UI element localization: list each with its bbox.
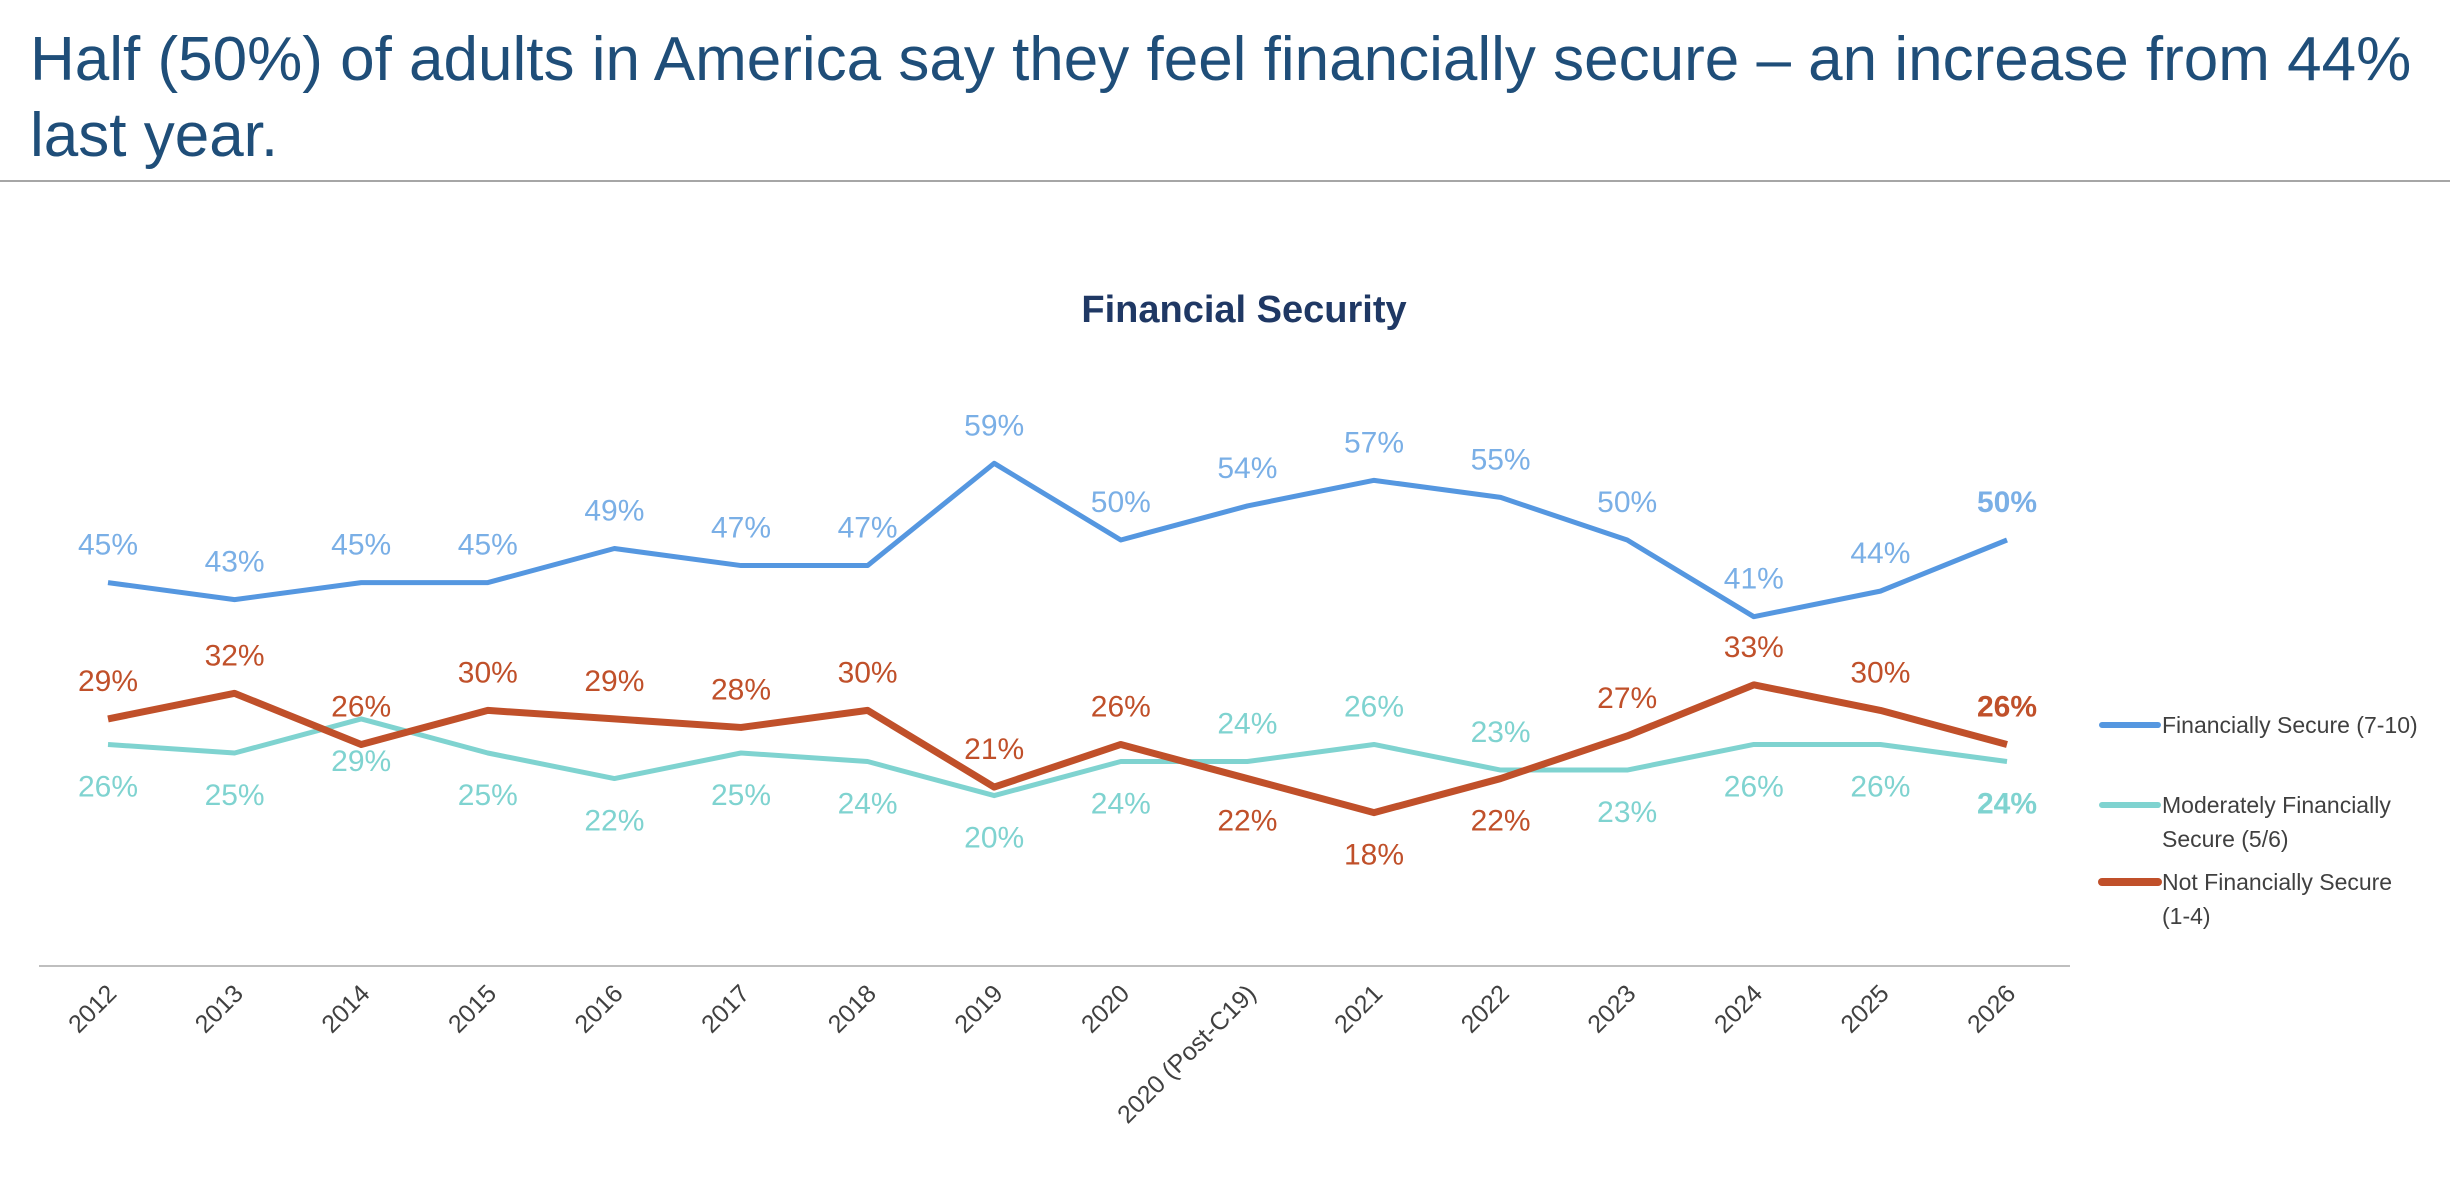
data-label: 29%: [78, 665, 138, 698]
x-tick-label: 2019: [949, 979, 1008, 1038]
data-label: 44%: [1850, 537, 1910, 570]
x-tick-label: 2015: [443, 979, 502, 1038]
data-label: 50%: [1977, 486, 2037, 519]
x-tick-label: 2012: [63, 979, 122, 1038]
data-label: 25%: [205, 779, 265, 812]
series-line-1: [107, 716, 2008, 799]
data-label: 49%: [584, 495, 644, 528]
data-label: 30%: [1850, 656, 1910, 689]
data-label: 45%: [78, 529, 138, 562]
x-tick-label: 2020: [1076, 979, 1135, 1038]
data-label: 29%: [331, 745, 391, 778]
data-label: 47%: [838, 512, 898, 545]
data-label: 21%: [964, 733, 1024, 766]
data-label: 43%: [205, 546, 265, 579]
data-label: 22%: [1217, 805, 1277, 838]
legend-label: Financially Secure (7-10): [2162, 712, 2418, 738]
x-tick-label: 2022: [1456, 979, 1515, 1038]
data-label: 26%: [1091, 690, 1151, 723]
data-label: 24%: [1217, 708, 1277, 741]
data-label: 26%: [331, 690, 391, 723]
data-label: 29%: [584, 665, 644, 698]
x-tick-label: 2017: [696, 979, 755, 1038]
legend-item: Not Financially Secure (1-4): [2098, 869, 2392, 929]
legend-item: Moderately Financially Secure (5/6): [2099, 792, 2391, 852]
data-label: 28%: [711, 673, 771, 706]
x-tick-label: 2026: [1962, 979, 2021, 1038]
data-label: 50%: [1091, 486, 1151, 519]
data-label: 50%: [1597, 486, 1657, 519]
x-tick-label: 2014: [316, 979, 375, 1038]
legend-item: Financially Secure (7-10): [2099, 712, 2418, 738]
x-tick-label: 2018: [823, 979, 882, 1038]
x-tick-label: 2021: [1329, 979, 1388, 1038]
data-label: 24%: [838, 788, 898, 821]
x-tick-label: 2016: [570, 979, 629, 1038]
data-label: 24%: [1977, 788, 2037, 821]
data-label: 45%: [331, 529, 391, 562]
chart-title: Financial Security: [1081, 289, 1406, 331]
data-label: 23%: [1471, 716, 1531, 749]
data-label: 32%: [205, 639, 265, 672]
data-label: 25%: [711, 779, 771, 812]
data-label: 30%: [458, 656, 518, 689]
data-label: 18%: [1344, 839, 1404, 872]
data-label: 22%: [584, 805, 644, 838]
data-label: 47%: [711, 512, 771, 545]
data-label: 26%: [1850, 770, 1910, 803]
data-label: 26%: [1977, 690, 2037, 723]
data-label: 25%: [458, 779, 518, 812]
x-tick-label: 2025: [1836, 979, 1895, 1038]
series-line-0: [107, 460, 2008, 620]
data-label: 24%: [1091, 788, 1151, 821]
title-divider: [0, 180, 2450, 182]
data-label: 26%: [78, 770, 138, 803]
data-label: 26%: [1724, 770, 1784, 803]
legend-label: Moderately Financially Secure (5/6): [2162, 792, 2391, 852]
data-label: 20%: [964, 822, 1024, 855]
x-tick-label: 2020 (Post-C19): [1112, 979, 1262, 1129]
x-tick-label: 2023: [1582, 979, 1641, 1038]
data-label: 55%: [1471, 443, 1531, 476]
x-tick-label: 2024: [1709, 979, 1768, 1038]
data-label: 23%: [1597, 796, 1657, 829]
x-tick-label: 2013: [190, 979, 249, 1038]
data-label: 59%: [964, 409, 1024, 442]
data-label: 33%: [1724, 631, 1784, 664]
data-label: 30%: [838, 656, 898, 689]
data-label: 54%: [1217, 452, 1277, 485]
series-line-2: [107, 681, 2008, 817]
data-label: 26%: [1344, 690, 1404, 723]
data-label: 41%: [1724, 563, 1784, 596]
legend-label: Not Financially Secure (1-4): [2162, 869, 2392, 929]
data-label: 45%: [458, 529, 518, 562]
data-label: 22%: [1471, 805, 1531, 838]
data-label: 27%: [1597, 682, 1657, 715]
data-label: 57%: [1344, 426, 1404, 459]
headline: Half (50%) of adults in America say they…: [30, 25, 2412, 170]
